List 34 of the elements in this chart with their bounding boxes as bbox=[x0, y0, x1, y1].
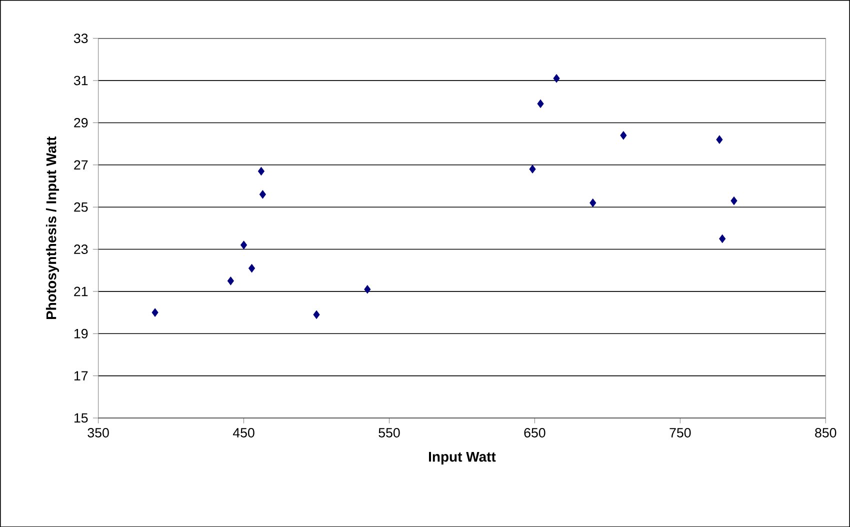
point bbox=[730, 196, 738, 205]
y-tick-label: 19 bbox=[74, 328, 88, 338]
point bbox=[248, 264, 256, 272]
y-tick-label: 29 bbox=[74, 118, 88, 128]
x-tick-label: 650 bbox=[524, 428, 546, 438]
y-tick-label: 21 bbox=[74, 286, 88, 296]
point bbox=[719, 234, 726, 243]
y-tick-label: 27 bbox=[74, 160, 88, 170]
y-tick-label: 15 bbox=[74, 413, 88, 422]
point bbox=[259, 190, 266, 199]
point bbox=[313, 310, 320, 319]
x-tick-label: 450 bbox=[232, 428, 254, 438]
x-tick-label: 350 bbox=[88, 428, 109, 438]
point bbox=[620, 130, 627, 140]
y-tick-label: 17 bbox=[74, 371, 88, 380]
x-tick-label: 750 bbox=[670, 428, 691, 438]
point bbox=[529, 164, 536, 174]
point bbox=[240, 240, 248, 250]
point bbox=[716, 135, 723, 144]
point bbox=[553, 74, 560, 83]
point bbox=[364, 284, 371, 294]
x-tick-label: 550 bbox=[378, 428, 400, 438]
y-tick-label: 25 bbox=[74, 202, 88, 212]
x-tick-label: 850 bbox=[815, 428, 836, 438]
point bbox=[258, 166, 264, 176]
point bbox=[152, 308, 158, 317]
point bbox=[590, 198, 596, 207]
x-axis-title: Input Watt bbox=[428, 452, 496, 464]
point bbox=[227, 276, 234, 286]
y-axis-title: Photosynthesis / Input Watt bbox=[46, 136, 59, 319]
point bbox=[537, 99, 544, 108]
y-tick-label: 23 bbox=[74, 244, 88, 254]
y-tick-label: 33 bbox=[74, 34, 88, 43]
y-tick-label: 31 bbox=[74, 76, 88, 86]
